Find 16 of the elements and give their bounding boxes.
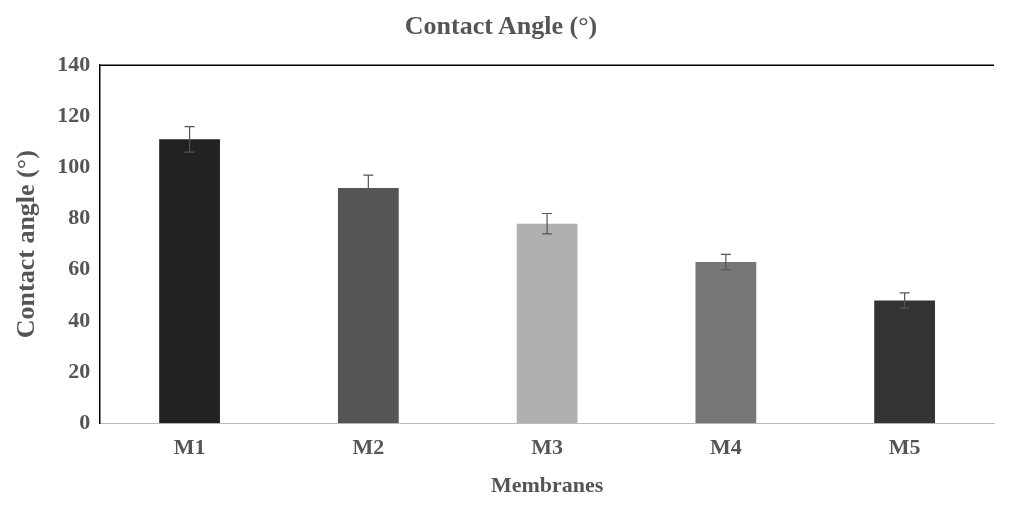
x-tick-label: M5 <box>888 434 921 460</box>
chart-title: Contact Angle (°) <box>404 11 598 41</box>
x-axis-title: Membranes <box>490 472 604 498</box>
y-axis-title: Contact angle (°) <box>11 150 41 339</box>
y-tick-label: 120 <box>57 102 91 128</box>
x-tick-label: M2 <box>352 434 385 460</box>
x-tick-label: M4 <box>709 434 742 460</box>
y-tick-label: 40 <box>68 306 91 332</box>
y-tick-label: 20 <box>68 357 91 383</box>
y-tick-label: 100 <box>57 153 91 179</box>
x-tick-label: M1 <box>173 434 206 460</box>
y-tick-label: 80 <box>68 204 91 230</box>
y-tick-label: 140 <box>57 50 91 76</box>
y-tick-label: 60 <box>68 255 91 281</box>
y-tick-label: 0 <box>79 408 91 434</box>
x-tick-label: M3 <box>531 434 563 460</box>
